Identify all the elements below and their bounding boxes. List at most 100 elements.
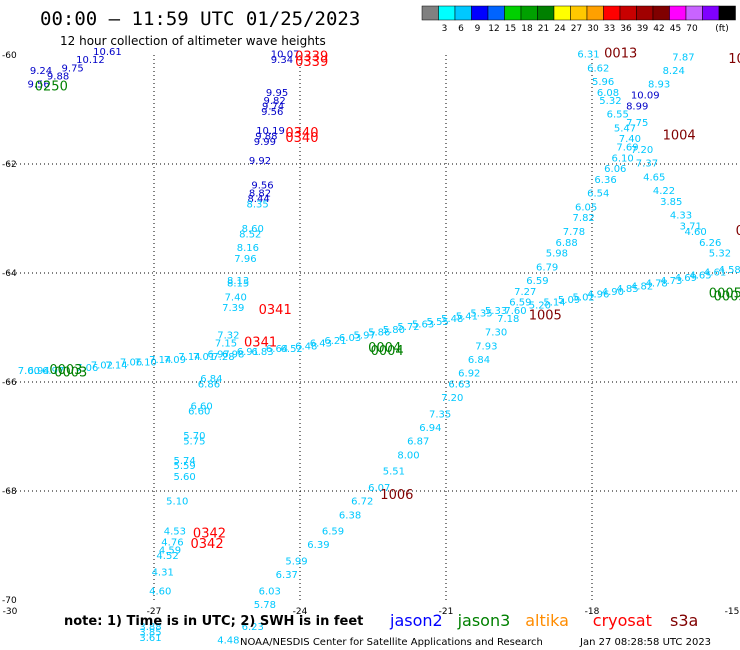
colorbar-tick-label: 36 (620, 24, 632, 34)
wave-height-value: 6.59 (322, 527, 344, 538)
wave-height-value: 4.73 (660, 276, 682, 287)
wave-height-value: 9.56 (251, 181, 273, 192)
colorbar-tick-label: 27 (571, 24, 582, 34)
wave-height-value: 7.69 (616, 142, 638, 153)
wave-height-value: 5.55 (427, 317, 449, 328)
map-title: 00:00 – 11:59 UTC 01/25/2023 (40, 8, 360, 30)
wave-height-value: 7.20 (441, 393, 463, 404)
wave-height-value: 5.33 (485, 306, 507, 317)
wave-height-value: 6.97 (208, 349, 230, 360)
wave-height-value: 5.20 (529, 300, 551, 311)
wave-height-value: 4.90 (602, 287, 624, 298)
longitude-label: -27 (147, 607, 162, 617)
wave-height-value: 7.78 (563, 227, 585, 238)
wave-height-value: 6.54 (587, 189, 609, 200)
pass-time-label: 1005 (529, 308, 562, 323)
colorbar-tick-label: 30 (587, 24, 599, 34)
colorbar-swatch (454, 5, 472, 21)
wave-height-value: 5.98 (546, 249, 568, 260)
pass-time-label: 0003 (54, 366, 87, 381)
wave-height-value: 7.18 (497, 314, 519, 325)
wave-height-value: 5.02 (573, 292, 595, 303)
wave-height-value: 10.61 (93, 47, 122, 58)
wave-height-value: 7.30 (485, 328, 507, 339)
longitude-label: -24 (293, 607, 308, 617)
colorbar-tick-label: 33 (604, 24, 615, 34)
wave-height-value: 8.52 (239, 230, 261, 241)
wave-height-value: 6.06 (604, 164, 626, 175)
colorbar-swatch (520, 5, 538, 21)
colorbar-swatch (570, 5, 588, 21)
wave-height-value: 7.40 (225, 292, 247, 303)
latitude-label: -66 (2, 378, 17, 388)
wave-height-value: 4.59 (159, 546, 181, 557)
wave-height-value: 4.96 (587, 290, 609, 301)
wave-height-value: 7.87 (672, 52, 694, 63)
wave-height-value: 8.93 (648, 80, 670, 91)
pass-time-label: 0004 (368, 341, 401, 356)
colorbar-tick-label: 12 (488, 24, 499, 34)
wave-height-value: 6.52 (281, 344, 303, 355)
wave-height-value: 6.92 (458, 369, 480, 380)
colorbar-tick-label: 6 (458, 24, 464, 34)
wave-height-value: 7.10 (135, 358, 157, 369)
wave-height-value: 9.56 (27, 80, 49, 91)
wave-height-value: 6.05 (575, 202, 597, 213)
wave-height-value: 9.99 (254, 137, 276, 148)
wave-height-value: 4.69 (675, 273, 697, 284)
wave-height-value: 4.60 (684, 227, 706, 238)
wave-height-value: 5.72 (397, 322, 419, 333)
colorbar-tick-label: 70 (686, 24, 698, 34)
longitude-label: -15 (725, 607, 740, 617)
colorbar-tick-label: 18 (521, 24, 533, 34)
wave-height-value: 7.39 (222, 303, 244, 314)
legend-s3a: s3a (670, 611, 698, 630)
wave-height-value: 6.37 (276, 570, 298, 581)
wave-height-value: 7.75 (626, 118, 648, 129)
wave-height-value: 5.96 (592, 77, 614, 88)
latitude-label: -62 (2, 160, 17, 170)
wave-height-value: 6.84 (468, 355, 490, 366)
colorbar-tick-label: 3 (442, 24, 448, 34)
wave-height-value: 9.92 (249, 156, 271, 167)
wave-height-value: 5.75 (183, 437, 205, 448)
wave-height-value: 5.63 (412, 320, 434, 331)
wave-height-value: 5.97 (354, 330, 376, 341)
wave-height-value: 5.86 (368, 328, 390, 339)
wave-height-value: 7.40 (619, 134, 641, 145)
colorbar-swatch (619, 5, 637, 21)
colorbar-swatch (636, 5, 654, 21)
wave-height-value: 6.94 (419, 423, 441, 434)
wave-height-value: 4.60 (149, 587, 171, 598)
wave-height-value: 6.88 (556, 238, 578, 249)
wave-height-value: 6.59 (526, 276, 548, 287)
wave-height-value: 9.34 (271, 55, 293, 66)
colorbar-tick-label: 21 (538, 24, 549, 34)
wave-height-value: 6.98 (222, 349, 244, 360)
wave-height-value: 8.99 (626, 102, 648, 113)
wave-height-value: 7.28 (212, 352, 234, 363)
colorbar-tick-label: 45 (670, 24, 681, 34)
wave-height-value: 7.20 (631, 145, 653, 156)
pass-time-label: 100 (728, 52, 740, 67)
wave-height-value: 8.60 (242, 224, 264, 235)
wave-height-value: 7.35 (429, 409, 451, 420)
wave-height-value: 4.76 (161, 538, 183, 549)
wave-height-value: 4.58 (719, 265, 740, 276)
wave-height-value: 5.32 (599, 96, 621, 107)
colorbar-swatch (685, 5, 703, 21)
colorbar-swatch (669, 5, 687, 21)
wave-height-value: 5.74 (173, 456, 195, 467)
colorbar-swatch (537, 5, 555, 21)
legend-cryosat: cryosat (593, 611, 652, 630)
colorbar-swatch (504, 5, 522, 21)
wave-height-value: 5.47 (614, 123, 636, 134)
wave-height-value: 4.82 (631, 281, 653, 292)
colorbar: 3 6 9 12 15 18 21 24 27 30 33 36 39 42 45 70 (ft) (421, 5, 736, 34)
wave-height-value: 6.59 (509, 298, 531, 309)
latitude-label: -64 (2, 269, 17, 279)
pass-time-label: 1006 (380, 488, 413, 503)
colorbar-tick-label: 42 (653, 24, 664, 34)
